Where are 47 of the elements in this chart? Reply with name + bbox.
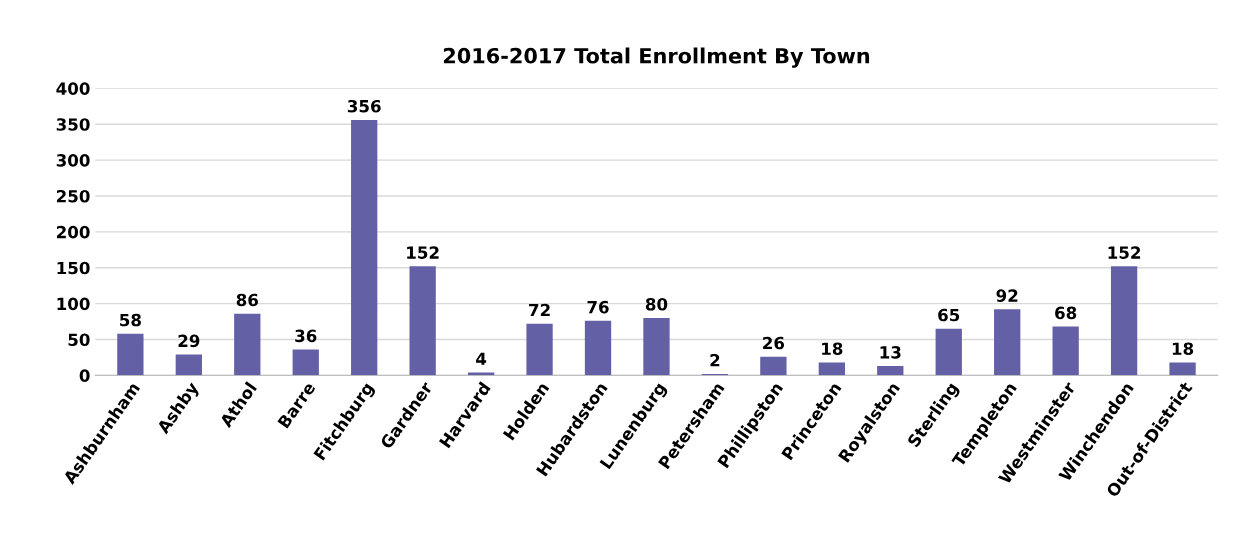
chart-title: 2016-2017 Total Enrollment By Town (443, 47, 870, 68)
bar (1169, 362, 1196, 376)
data-label: 356 (347, 99, 381, 113)
bar (175, 354, 202, 376)
data-label: 58 (120, 313, 141, 327)
y-tick-label: 100 (57, 297, 90, 311)
bar (117, 333, 144, 376)
data-label: 4 (476, 352, 487, 365)
data-label: 68 (1055, 306, 1077, 320)
bar (292, 349, 319, 376)
y-tick-label: 400 (56, 82, 90, 95)
bar (584, 320, 612, 376)
bar (760, 356, 787, 376)
data-label: 26 (763, 336, 785, 350)
data-label: 2 (710, 353, 720, 367)
y-tick-label: 250 (56, 189, 90, 203)
bar (935, 328, 962, 376)
data-label: 152 (1108, 246, 1141, 259)
bar (643, 317, 670, 376)
y-tick-label: 200 (56, 225, 90, 239)
bar (877, 366, 904, 376)
data-label: 86 (236, 293, 258, 307)
data-label: 65 (938, 308, 960, 322)
y-tick-label: 350 (56, 118, 90, 131)
bar (1052, 326, 1079, 376)
data-label: 152 (407, 246, 439, 259)
y-tick-label: 150 (57, 261, 90, 275)
bar (1110, 266, 1138, 376)
bar (409, 266, 436, 376)
bar (467, 372, 495, 376)
bar (234, 313, 261, 376)
y-tick-label: 50 (68, 333, 90, 347)
data-label: 80 (645, 297, 668, 311)
bar (818, 362, 845, 376)
y-tick-label: 0 (79, 369, 90, 382)
bar (526, 323, 553, 376)
data-label: 13 (880, 346, 901, 359)
data-label: 36 (295, 329, 317, 343)
data-label: 18 (1172, 342, 1194, 356)
data-label: 92 (996, 289, 1018, 302)
data-label: 76 (587, 300, 609, 314)
bar (994, 309, 1021, 376)
y-tick-label: 300 (56, 154, 90, 167)
data-label: 18 (822, 342, 843, 356)
data-label: 29 (178, 334, 200, 348)
data-label: 72 (529, 303, 550, 317)
bar (351, 119, 378, 376)
